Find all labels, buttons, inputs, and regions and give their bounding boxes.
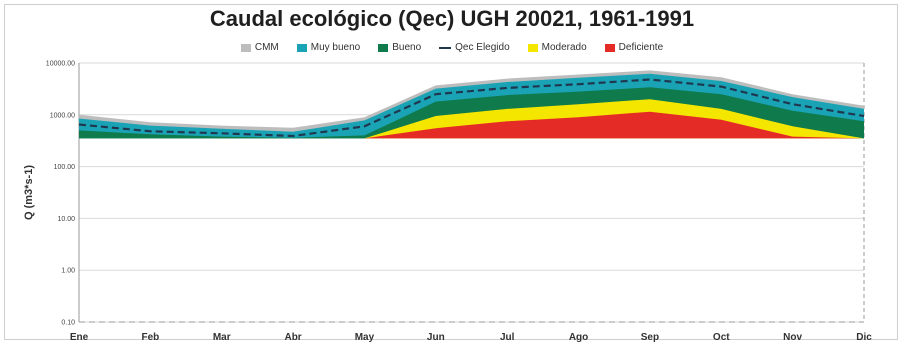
- x-tick-label: Ene: [70, 332, 89, 343]
- legend-swatch-bueno: [378, 43, 389, 52]
- x-tick-label: Ago: [569, 332, 588, 343]
- x-tick-label: Abr: [284, 332, 301, 343]
- legend-item-deficiente: Deficiente: [604, 42, 664, 53]
- x-tick-label: Jun: [427, 332, 445, 343]
- y-tick-label: 10000.00: [46, 61, 75, 68]
- x-tick-label: Feb: [141, 332, 159, 343]
- y-tick-label: 10.00: [57, 216, 75, 223]
- x-tick-label: Sep: [641, 332, 659, 343]
- legend-item-moderado: Moderado: [527, 42, 587, 53]
- y-tick-label: 100.00: [54, 164, 76, 171]
- legend-label-muy-bueno: Muy bueno: [310, 42, 361, 53]
- legend-label-moderado: Moderado: [541, 42, 587, 53]
- legend-item-cmm: CMM: [240, 42, 279, 53]
- x-tick-label: Dic: [856, 332, 872, 343]
- chart-title: Caudal ecológico (Qec) UGH 20021, 1961-1…: [209, 6, 695, 31]
- line-qec-elegido: [78, 78, 865, 138]
- chart-frame: [4, 4, 898, 340]
- legend-swatch-moderado: [527, 43, 538, 52]
- y-tick-label: 1.00: [61, 268, 75, 275]
- legend-label-deficiente: Deficiente: [618, 42, 664, 53]
- x-tick-label: Mar: [213, 332, 231, 343]
- legend-item-qec-elegido: Qec Elegido: [439, 42, 510, 53]
- legend-label-bueno: Bueno: [392, 42, 422, 53]
- x-tick-label: Nov: [783, 332, 802, 343]
- legend: CMM Muy bueno Bueno Qec Elegido Moderado…: [0, 42, 904, 53]
- x-tick-label: Oct: [713, 332, 730, 343]
- y-tick-label: 1000.00: [50, 112, 75, 119]
- area-deficiente: [79, 111, 864, 139]
- y-tick-label: 0.10: [61, 320, 75, 327]
- legend-item-bueno: Bueno: [378, 42, 421, 53]
- legend-item-muy-bueno: Muy bueno: [296, 42, 361, 53]
- legend-swatch-muy-bueno: [296, 43, 307, 52]
- legend-label-qec-elegido: Qec Elegido: [455, 42, 510, 53]
- x-tick-label: Jul: [500, 332, 515, 343]
- x-tick-label: May: [355, 332, 375, 343]
- y-axis-title: Q (m3*s-1): [23, 165, 35, 220]
- legend-label-cmm: CMM: [254, 42, 279, 53]
- legend-swatch-cmm: [240, 43, 251, 52]
- legend-swatch-qec-elegido: [439, 46, 452, 49]
- legend-swatch-deficiente: [604, 43, 615, 52]
